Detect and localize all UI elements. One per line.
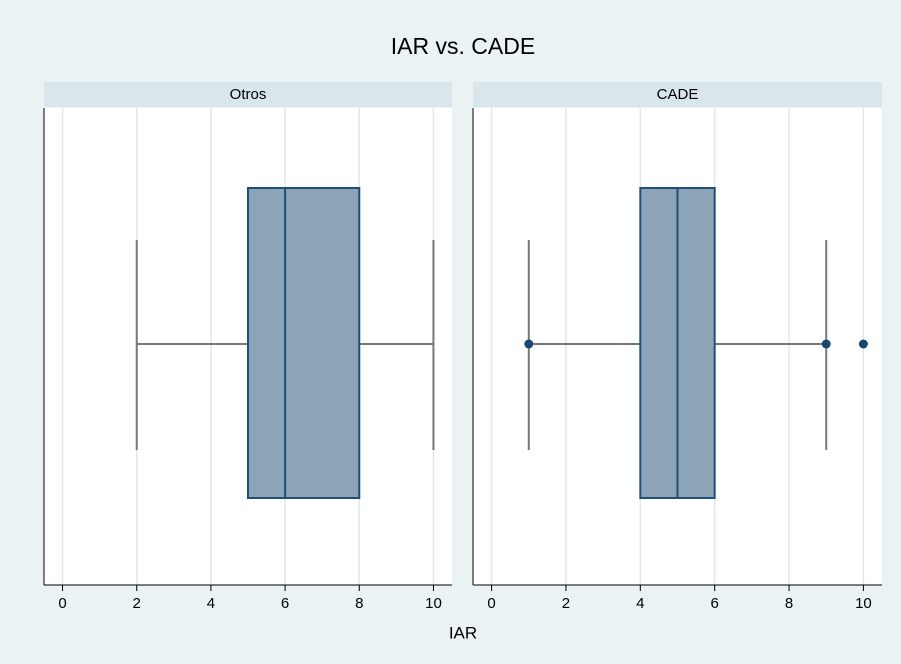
outlier <box>821 339 831 349</box>
box <box>247 187 361 499</box>
x-tick-label: 4 <box>207 595 215 612</box>
x-tick-label: 0 <box>58 595 66 612</box>
x-tick-label: 6 <box>281 595 289 612</box>
x-tick-label: 8 <box>355 595 363 612</box>
x-tick-label: 2 <box>133 595 141 612</box>
x-tick-label: 8 <box>785 595 793 612</box>
x-tick-label: 0 <box>487 595 495 612</box>
x-tick-label: 4 <box>636 595 644 612</box>
x-tick-label: 6 <box>711 595 719 612</box>
panel-title: Otros <box>230 86 267 103</box>
x-tick-label: 10 <box>425 595 442 612</box>
panel-title: CADE <box>657 86 699 103</box>
chart-title: IAR vs. CADE <box>391 33 535 59</box>
x-axis-label: IAR <box>449 623 477 642</box>
panel-header <box>44 82 452 107</box>
outlier <box>524 339 534 349</box>
outlier <box>858 339 868 349</box>
x-tick-label: 10 <box>855 595 872 612</box>
x-tick-label: 2 <box>562 595 570 612</box>
panel-header <box>473 82 882 107</box>
